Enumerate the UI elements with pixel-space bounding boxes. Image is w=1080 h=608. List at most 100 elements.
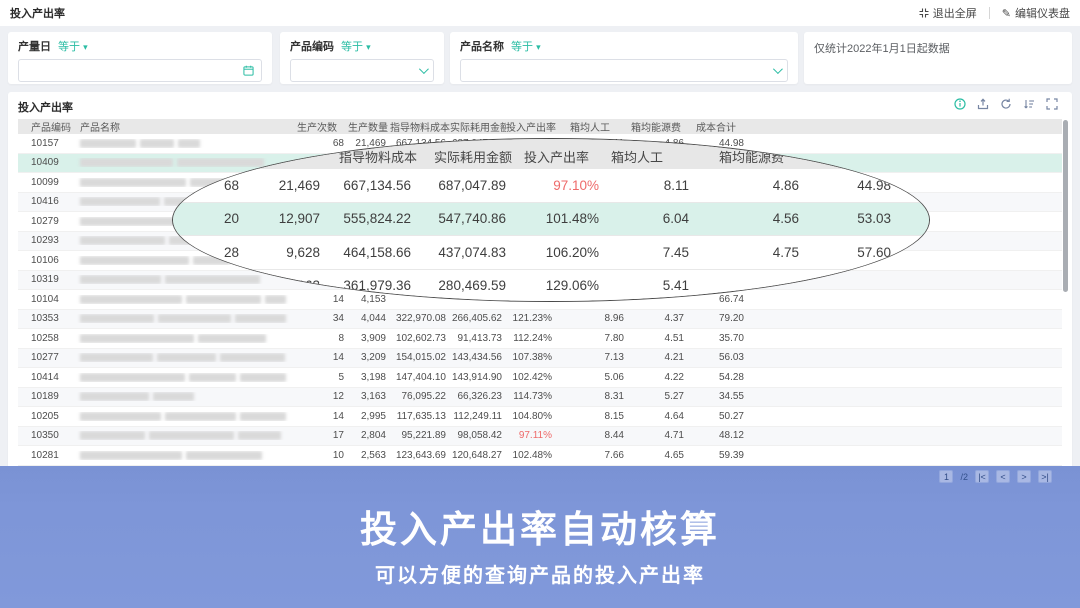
value-cell: 4.37 (664, 313, 684, 325)
table-row[interactable]: 10277 14 3,209 154,015.02 143,434.56 107.38% 7… (18, 348, 1062, 368)
vertical-scrollbar[interactable] (1063, 120, 1068, 292)
prev-page-button[interactable]: < (996, 470, 1010, 483)
product-code-cell: 10279 (31, 215, 59, 227)
column-header[interactable]: 生产数量 (348, 123, 388, 134)
column-header[interactable]: 指导物料成本 (390, 123, 450, 134)
table-row[interactable]: 10281 10 2,563 123,643.69 120,648.27 102.48% 7… (18, 446, 1062, 466)
value-cell: 117,635.13 (396, 410, 446, 422)
value-cell: 7.66 (604, 449, 624, 461)
censored-text-block (80, 275, 161, 285)
info-icon[interactable] (954, 98, 966, 110)
export-icon[interactable] (977, 98, 989, 110)
last-page-button[interactable]: >| (1038, 470, 1052, 483)
censored-text-block (153, 392, 194, 402)
censored-text-block (80, 353, 153, 363)
magnified-value-cell: 4.86 (772, 177, 799, 193)
exit-fullscreen-button[interactable]: 退出全屏 (919, 5, 977, 21)
value-cell: 8.31 (604, 391, 624, 403)
display-settings-icon[interactable] (1023, 98, 1035, 110)
date-input[interactable] (18, 59, 262, 82)
value-cell: 3,209 (360, 352, 386, 364)
value-cell: 79.20 (718, 313, 744, 325)
column-header[interactable]: 生产次数 (297, 123, 337, 134)
caret-down-icon: ▾ (83, 42, 88, 52)
product-code-cell: 10414 (31, 371, 59, 383)
product-name-cell-masked (72, 450, 290, 460)
censored-text-block (240, 411, 286, 421)
censored-text-block (198, 333, 266, 343)
chevron-down-icon (418, 64, 429, 75)
censored-text-block (80, 255, 189, 265)
table-row[interactable]: 10350 17 2,804 95,221.89 98,058.42 97.11% 8.44… (18, 426, 1062, 446)
filter-operator-dropdown[interactable]: 等于 ▾ (341, 41, 371, 53)
refresh-icon[interactable] (1000, 98, 1012, 110)
magnified-value-cell: 68 (223, 177, 239, 193)
value-cell: 5.27 (664, 391, 684, 403)
value-cell: 104.80% (512, 410, 552, 422)
magnified-value-cell: 437,074.83 (438, 244, 506, 260)
product-code-cell: 10258 (31, 332, 59, 344)
magnified-value-cell: 106.20% (545, 244, 599, 260)
value-cell: 48.12 (718, 430, 744, 442)
table-row[interactable]: 10414 5 3,198 147,404.10 143,914.90 102.42% 5.… (18, 368, 1062, 388)
table-row[interactable]: 10205 14 2,995 117,635.13 112,249.11 104.80% 8… (18, 407, 1062, 427)
column-header[interactable]: 实际耗用金额 (450, 123, 506, 134)
value-cell: 322,970.08 (395, 313, 446, 325)
next-page-button[interactable]: > (1017, 470, 1031, 483)
product-name-cell-masked (72, 392, 290, 402)
column-header[interactable]: 产品名称 (80, 123, 120, 134)
magnified-table-row: 20 12,907 555,824.22 547,740.86 101.48% 6.04 4… (173, 202, 929, 236)
magnified-value-cell: 280,469.59 (438, 278, 506, 294)
value-cell: 8 (338, 332, 344, 344)
product-code-select[interactable] (290, 59, 434, 82)
table-header-row: 产品编码 产品名称 生产次数 生产数量 指导物料成本 实际耗用金额 投入产出率 箱均人工 箱均能… (18, 119, 1062, 134)
note-text: 仅统计2022年1月1日起数据 (814, 43, 950, 55)
value-cell: 4.51 (664, 332, 684, 344)
filter-operator-dropdown[interactable]: 等于 ▾ (511, 41, 541, 53)
table-row[interactable]: 10189 12 3,163 76,095.22 66,326.23 114.73% 8.3… (18, 387, 1062, 407)
value-cell: 4.65 (664, 449, 684, 461)
edit-dashboard-button[interactable]: ✎ 编辑仪表盘 (1002, 5, 1070, 21)
edit-icon: ✎ (1001, 7, 1011, 20)
censored-text-block (235, 314, 287, 324)
note-card: 仅统计2022年1月1日起数据 (804, 32, 1072, 84)
column-header[interactable]: 投入产出率 (506, 123, 556, 134)
first-page-button[interactable]: |< (975, 470, 989, 483)
value-cell: 17 (332, 430, 344, 442)
caret-down-icon: ▾ (536, 42, 541, 52)
table-row[interactable]: 10353 34 4,044 322,970.08 266,405.62 121.23% 8… (18, 309, 1062, 329)
column-header[interactable]: 箱均能源费 (631, 123, 681, 134)
page-total: /2 (960, 471, 968, 482)
page-current[interactable]: 1 (939, 470, 954, 483)
magnified-table-row: 68 21,469 667,134.56 687,047.89 97.10% 8.11 4.… (173, 169, 929, 203)
product-name-select[interactable] (460, 59, 788, 82)
censored-text-block (80, 431, 145, 441)
filter-card-production-date: 产量日 等于 ▾ (8, 32, 272, 84)
filter-operator-dropdown[interactable]: 等于 ▾ (58, 41, 88, 53)
value-cell: 34 (332, 313, 344, 325)
column-header[interactable]: 产品编码 (31, 123, 71, 134)
magnified-value-cell: 44.98 (857, 177, 891, 193)
column-header[interactable]: 箱均人工 (570, 123, 610, 134)
censored-text-block (238, 431, 281, 441)
product-code-cell: 10293 (31, 235, 59, 247)
panel-title: 投入产出率 (18, 102, 73, 114)
magnified-value-cell: 97.10% (553, 177, 599, 193)
table-row[interactable]: 10258 8 3,909 102,602.73 91,413.73 112.24% 7.8… (18, 329, 1062, 349)
column-header[interactable]: 成本合计 (696, 123, 736, 134)
magnified-column-header: 实际耗用金额 (434, 150, 513, 165)
product-code-cell: 10416 (31, 196, 59, 208)
value-cell: 4.22 (664, 371, 684, 383)
magnified-value-cell: 667,134.56 (343, 177, 411, 193)
censored-text-block (80, 450, 182, 460)
value-cell: 147,404.10 (395, 371, 446, 383)
censored-text-block (157, 314, 232, 324)
topbar-divider (988, 7, 990, 19)
expand-icon[interactable] (1046, 98, 1058, 110)
magnified-value-cell: 53.03 (857, 211, 891, 227)
magnified-value-cell: 361,979.36 (343, 278, 411, 294)
value-cell: 34.55 (718, 391, 744, 403)
chevron-down-icon (772, 64, 783, 75)
value-cell: 102,602.73 (395, 332, 446, 344)
